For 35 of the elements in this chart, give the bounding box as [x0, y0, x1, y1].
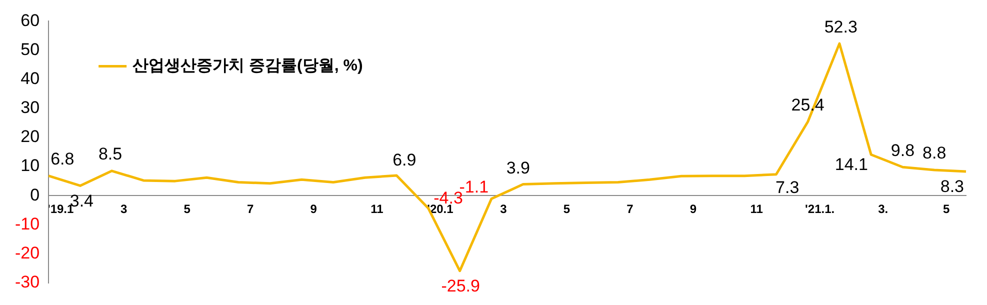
y-tick-label: 60: [20, 10, 40, 30]
y-tick-label: 10: [20, 156, 40, 176]
y-tick-label: 40: [20, 69, 40, 88]
x-tick-label: 9: [310, 202, 318, 216]
x-tick-label: 11: [370, 202, 384, 216]
x-tick-label: 5: [563, 202, 570, 216]
x-tick-label: 3: [120, 202, 128, 216]
data-label: -25.9: [441, 276, 480, 296]
data-label: 6.9: [392, 150, 416, 170]
y-tick-label: 50: [20, 40, 40, 59]
data-label: 52.3: [824, 17, 858, 36]
data-label: 3.9: [506, 158, 530, 178]
data-label: 6.8: [50, 150, 74, 169]
data-label: 8.5: [98, 144, 122, 164]
data-label: 14.1: [834, 155, 868, 174]
x-tick-label: 3: [500, 202, 508, 216]
y-tick-label: -30: [14, 272, 40, 292]
x-tick-label: 11: [750, 202, 764, 216]
y-tick-label: -20: [14, 243, 40, 262]
x-tick-label: 7: [247, 202, 254, 216]
x-tick-label: 3.: [878, 202, 888, 216]
y-tick-label: 30: [20, 98, 40, 118]
y-tick-label: -10: [14, 214, 40, 234]
data-label: 8.3: [940, 177, 964, 196]
x-tick-label: 5: [943, 202, 950, 216]
y-tick-label: 0: [30, 185, 40, 204]
y-tick-label: 20: [20, 127, 40, 146]
x-tick-label: 5: [184, 202, 191, 216]
data-label: 7.3: [776, 178, 800, 197]
x-tick-label: 9: [690, 202, 697, 216]
x-tick-label: 7: [626, 202, 634, 216]
legend-label: 산업생산증가치 증감률(당월, %): [132, 58, 363, 75]
data-label: 9.8: [890, 140, 915, 160]
x-tick-label: '21.1.: [805, 202, 835, 216]
data-label: 8.8: [922, 144, 946, 163]
